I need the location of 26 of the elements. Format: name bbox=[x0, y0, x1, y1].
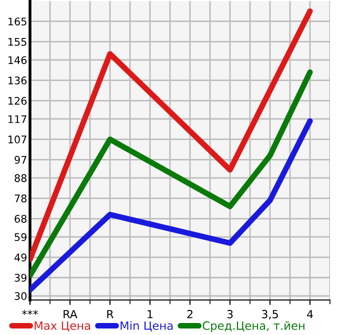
x-tick-label: 4 bbox=[307, 310, 313, 318]
y-tick-label: 59 bbox=[14, 233, 26, 242]
legend-label: Max Цена bbox=[34, 321, 90, 332]
y-tick-label: 49 bbox=[14, 254, 26, 262]
x-tick-label: 3,5 bbox=[262, 310, 278, 320]
x-tick-label: 1 bbox=[148, 310, 153, 318]
y-tick-label: 165 bbox=[8, 18, 26, 26]
x-tick-label: *** bbox=[22, 310, 38, 315]
y-tick-label: 30 bbox=[14, 292, 27, 300]
x-tick-label: R bbox=[107, 310, 114, 318]
x-tick-label: RA bbox=[64, 310, 78, 318]
x-tick-label: 3 bbox=[227, 310, 233, 318]
y-tick-label: 155 bbox=[8, 38, 26, 46]
y-tick-label: 136 bbox=[8, 76, 27, 84]
y-tick-label: 126 bbox=[8, 96, 27, 105]
x-tick-label: 2 bbox=[187, 310, 192, 318]
legend-label: Min Цена bbox=[120, 321, 173, 332]
y-tick-label: 68 bbox=[14, 214, 27, 223]
legend-label: Сред.Цена, т.йен bbox=[202, 321, 304, 332]
y-tick-label: 146 bbox=[8, 56, 27, 64]
y-tick-label: 117 bbox=[8, 115, 26, 123]
y-tick-label: 78 bbox=[14, 194, 27, 202]
y-tick-label: 107 bbox=[8, 136, 26, 144]
y-tick-label: 97 bbox=[14, 156, 26, 164]
y-tick-label: 39 bbox=[14, 274, 26, 282]
y-tick-label: 88 bbox=[14, 174, 27, 182]
